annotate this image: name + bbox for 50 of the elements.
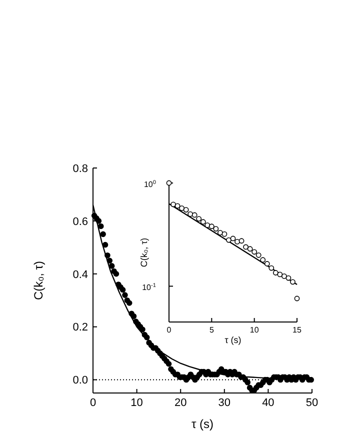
x-tick-label: 0 <box>90 396 96 409</box>
point <box>252 249 258 255</box>
point <box>183 207 189 212</box>
point <box>243 244 248 250</box>
point <box>196 216 202 222</box>
y-tick-label: 10$^{-1}$ <box>142 283 156 292</box>
point <box>208 224 214 230</box>
point <box>200 219 206 225</box>
point <box>213 226 219 232</box>
point <box>170 202 176 208</box>
point <box>204 222 210 228</box>
y-tick-label: 10$^{0}$ <box>144 180 156 189</box>
y-tick-label: 0.2 <box>72 322 88 334</box>
point <box>294 296 300 302</box>
x-tick-label: 40 <box>262 396 274 409</box>
point <box>268 265 274 271</box>
point <box>290 279 296 285</box>
x-tick-label: 0 <box>166 326 172 335</box>
point <box>238 238 244 244</box>
point <box>222 231 228 237</box>
x-tick-label: 15 <box>292 326 302 335</box>
point <box>286 275 292 281</box>
point <box>260 257 266 263</box>
x-tick-label: 10 <box>250 326 260 335</box>
x-tick-label: 20 <box>174 396 187 409</box>
x-tick-label: 30 <box>218 396 231 409</box>
x-tick-label: 10 <box>130 396 143 409</box>
y-axis-title: C(k₀, τ) <box>31 260 46 300</box>
x-tick-label: 50 <box>306 396 318 409</box>
point <box>282 274 287 279</box>
point <box>174 203 180 209</box>
point <box>247 246 253 252</box>
point <box>230 236 236 242</box>
point <box>277 272 283 278</box>
point <box>179 205 184 211</box>
y-tick-label: 0.0 <box>72 374 88 387</box>
x-tick-label: 5 <box>209 326 214 335</box>
point <box>272 270 278 276</box>
x-axis-title: τ (s) <box>224 335 242 345</box>
point <box>218 230 223 236</box>
point <box>192 212 198 218</box>
y-tick-label: 0.8 <box>72 162 88 175</box>
point <box>264 261 270 266</box>
x-axis-title: τ (s) <box>191 417 214 431</box>
point <box>226 237 232 243</box>
y-axis-title: C(k₀, τ) <box>139 238 150 268</box>
y-tick-label: 0.4 <box>72 268 88 281</box>
y-tick-label: 0.6 <box>72 216 88 228</box>
point <box>234 238 240 244</box>
point <box>256 252 262 258</box>
